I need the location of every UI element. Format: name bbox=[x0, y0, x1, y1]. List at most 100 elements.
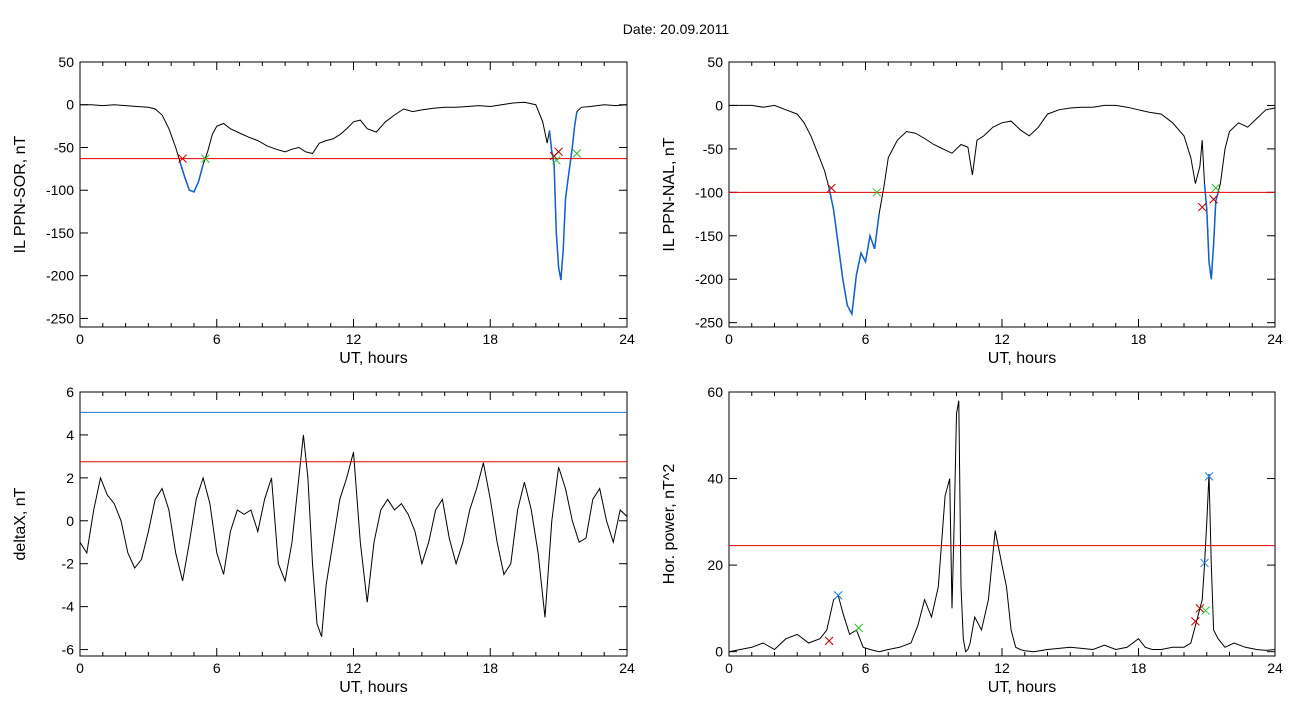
x-tick-label: 0 bbox=[725, 660, 733, 676]
y-tick-label: -4 bbox=[62, 599, 75, 615]
marker-stroke-b bbox=[201, 154, 210, 163]
x-tick-label: 24 bbox=[619, 660, 635, 676]
highlight-segment bbox=[179, 162, 204, 193]
marker-onset bbox=[1209, 194, 1218, 204]
marker-stroke-b bbox=[833, 591, 843, 600]
marker-end bbox=[201, 154, 210, 163]
marker-onset bbox=[178, 154, 187, 163]
x-axis-label: UT, hours bbox=[339, 350, 407, 367]
marker-stroke-b bbox=[824, 636, 834, 646]
panel-top-right: 0 6 12 18 24 50 0 -50 -100 -150 -200 -250 UT, hours I… bbox=[661, 54, 1283, 367]
marker-onset bbox=[827, 183, 836, 193]
highlight-segment bbox=[548, 111, 578, 281]
marker-stroke-b bbox=[1195, 604, 1205, 613]
marker-stroke-b bbox=[178, 154, 187, 163]
y-tick-label: -2 bbox=[62, 556, 75, 572]
x-tick-label: 6 bbox=[862, 331, 870, 347]
y-tick-label: 6 bbox=[66, 384, 74, 400]
marker-onset bbox=[824, 636, 834, 646]
marker-stroke-b bbox=[827, 183, 836, 193]
y-tick-label: -200 bbox=[46, 268, 74, 284]
marker-stroke-b bbox=[1200, 558, 1209, 568]
marker-end bbox=[872, 187, 882, 197]
highlight-segment bbox=[828, 187, 880, 317]
marker-onset bbox=[1191, 617, 1200, 626]
x-tick-label: 0 bbox=[76, 331, 84, 347]
y-tick-label: 60 bbox=[707, 384, 723, 400]
y-tick-label: 2 bbox=[66, 470, 74, 486]
y-tick-label: -250 bbox=[695, 315, 723, 331]
x-tick-label: 12 bbox=[994, 331, 1010, 347]
y-axis-label: Hor. power, nT^2 bbox=[661, 464, 678, 585]
x-tick-label: 24 bbox=[619, 331, 635, 347]
marker-onset bbox=[1197, 202, 1207, 212]
x-tick-label: 18 bbox=[1131, 660, 1147, 676]
panel-bottom-right: 0 6 12 18 24 60 40 20 0 UT, hours Hor. power, nT^2 bbox=[661, 384, 1283, 696]
figure-title: Date: 20.09.2011 bbox=[623, 21, 730, 37]
marker-stroke-b bbox=[1197, 202, 1207, 212]
y-tick-label: -100 bbox=[695, 184, 723, 200]
marker-end bbox=[572, 149, 582, 158]
marker-stroke-b bbox=[554, 147, 563, 157]
y-tick-label: 40 bbox=[707, 471, 723, 487]
y-tick-label: 0 bbox=[715, 97, 723, 113]
x-tick-label: 0 bbox=[725, 331, 733, 347]
y-tick-label: 50 bbox=[58, 54, 74, 70]
panel-bottom-left: 0 6 12 18 24 6 4 2 0 -2 -4 -6 UT, hours deltaX, nT bbox=[12, 384, 635, 696]
x-tick-label: 6 bbox=[213, 660, 221, 676]
y-tick-label: -50 bbox=[703, 141, 723, 157]
y-tick-label: 50 bbox=[707, 54, 723, 70]
marker-onset bbox=[554, 147, 563, 157]
marker-peak bbox=[833, 591, 843, 600]
marker-stroke-b bbox=[1201, 606, 1210, 615]
x-tick-label: 24 bbox=[1267, 331, 1283, 347]
y-tick-label: -100 bbox=[46, 182, 74, 198]
marker-stroke-b bbox=[1191, 617, 1200, 626]
x-tick-label: 6 bbox=[213, 331, 221, 347]
y-tick-label: 0 bbox=[66, 97, 74, 113]
y-tick-label: -150 bbox=[695, 228, 723, 244]
marker-end bbox=[551, 155, 561, 165]
x-tick-label: 12 bbox=[346, 331, 362, 347]
x-tick-label: 18 bbox=[482, 331, 498, 347]
marker-stroke-b bbox=[551, 155, 561, 165]
y-tick-label: 20 bbox=[707, 557, 723, 573]
marker-stroke-b bbox=[1211, 183, 1221, 193]
series-line bbox=[729, 400, 1275, 653]
x-axis-label: UT, hours bbox=[339, 679, 407, 696]
x-tick-label: 0 bbox=[76, 660, 84, 676]
marker-stroke-b bbox=[1204, 472, 1214, 481]
marker-peak bbox=[1200, 558, 1209, 568]
y-axis-label: IL PPN-SOR, nT bbox=[12, 135, 29, 253]
x-tick-label: 12 bbox=[346, 660, 362, 676]
x-tick-label: 12 bbox=[994, 660, 1010, 676]
y-tick-label: 0 bbox=[715, 644, 723, 660]
y-axis-label: deltaX, nT bbox=[12, 487, 29, 560]
x-tick-label: 24 bbox=[1267, 660, 1283, 676]
y-tick-label: 0 bbox=[66, 513, 74, 529]
series-line bbox=[80, 434, 627, 637]
marker-peak bbox=[1204, 472, 1214, 481]
x-axis-label: UT, hours bbox=[988, 350, 1056, 367]
marker-stroke-b bbox=[872, 187, 882, 197]
marker-stroke-b bbox=[854, 623, 864, 633]
marker-end bbox=[854, 623, 864, 633]
y-axis-label: IL PPN-NAL, nT bbox=[661, 137, 678, 251]
y-tick-label: -6 bbox=[62, 642, 75, 658]
x-tick-label: 18 bbox=[482, 660, 498, 676]
marker-stroke-b bbox=[572, 149, 582, 158]
marker-end bbox=[1211, 183, 1221, 193]
panel-top-left: 0 6 12 18 24 50 0 -50 -100 -150 -200 -250 UT, hours I… bbox=[12, 54, 635, 367]
y-tick-label: -50 bbox=[54, 139, 74, 155]
x-axis-label: UT, hours bbox=[988, 679, 1056, 696]
y-tick-label: -250 bbox=[46, 310, 74, 326]
y-tick-label: -150 bbox=[46, 225, 74, 241]
x-tick-label: 18 bbox=[1131, 331, 1147, 347]
marker-onset bbox=[1195, 604, 1205, 613]
y-tick-label: 4 bbox=[66, 427, 74, 443]
marker-end bbox=[1201, 606, 1210, 615]
